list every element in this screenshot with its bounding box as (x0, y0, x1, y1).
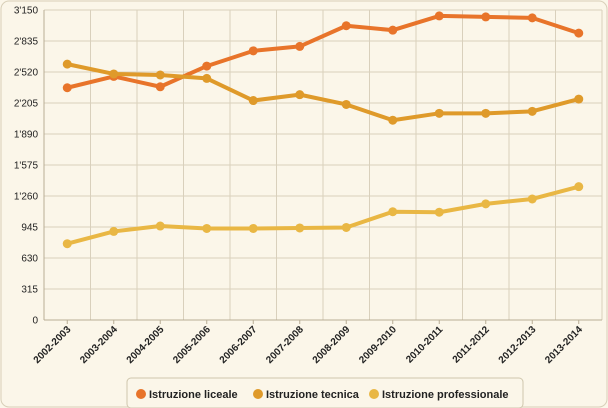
data-point[interactable] (527, 13, 537, 23)
y-tick-label: 1'890 (14, 130, 39, 141)
y-tick-label: 3'150 (14, 6, 39, 17)
data-point[interactable] (574, 182, 584, 192)
series-line (65, 184, 581, 246)
data-point[interactable] (341, 222, 351, 232)
legend-label: Istruzione professionale (382, 389, 509, 401)
series-line (65, 13, 581, 90)
data-point[interactable] (295, 90, 305, 100)
legend-marker (136, 389, 146, 399)
data-point[interactable] (155, 82, 165, 92)
data-point[interactable] (155, 70, 165, 80)
data-point[interactable] (388, 115, 398, 125)
y-tick-label: 0 (32, 316, 38, 327)
series-2 (62, 59, 584, 125)
data-point[interactable] (434, 11, 444, 21)
legend: Istruzione liceale Istruzione tecnica Istr… (126, 377, 524, 408)
legend-box (126, 377, 524, 408)
data-point[interactable] (202, 223, 212, 233)
legend-item[interactable]: Istruzione liceale (136, 389, 238, 401)
data-point[interactable] (248, 223, 258, 233)
y-axis: 0 315 630 945 1'260 1'575 1'890 2'205 2'520 2'835… (14, 6, 45, 327)
y-tick-label: 315 (21, 285, 38, 296)
legend-marker (253, 389, 263, 399)
data-point[interactable] (62, 239, 72, 249)
data-point[interactable] (481, 108, 491, 118)
y-tick-label: 1'575 (14, 161, 39, 172)
data-point[interactable] (62, 83, 72, 93)
data-point[interactable] (109, 226, 119, 236)
data-point[interactable] (574, 94, 584, 104)
y-tick-label: 945 (21, 223, 38, 234)
y-tick-label: 2'520 (14, 68, 39, 79)
data-point[interactable] (574, 28, 584, 38)
data-point[interactable] (62, 59, 72, 69)
data-point[interactable] (388, 25, 398, 35)
data-point[interactable] (527, 194, 537, 204)
data-point[interactable] (202, 61, 212, 71)
data-point[interactable] (388, 207, 398, 217)
data-point[interactable] (434, 108, 444, 118)
legend-marker (369, 389, 379, 399)
data-point[interactable] (155, 221, 165, 231)
data-point[interactable] (248, 96, 258, 106)
legend-item[interactable]: Istruzione professionale (369, 389, 509, 401)
y-tick-label: 2'835 (14, 37, 39, 48)
data-point[interactable] (481, 12, 491, 22)
data-point[interactable] (295, 41, 305, 51)
y-tick-label: 2'205 (14, 99, 39, 110)
data-point[interactable] (248, 46, 258, 56)
data-point[interactable] (202, 73, 212, 83)
legend-item[interactable]: Istruzione tecnica (253, 389, 360, 401)
series-group (62, 11, 584, 249)
series-3 (62, 182, 584, 249)
series-1 (62, 11, 584, 93)
data-point[interactable] (295, 223, 305, 233)
data-point[interactable] (341, 21, 351, 31)
data-point[interactable] (341, 99, 351, 109)
y-tick-label: 1'260 (14, 192, 39, 203)
data-point[interactable] (527, 106, 537, 116)
legend-label: Istruzione liceale (149, 389, 238, 401)
data-point[interactable] (434, 207, 444, 217)
y-tick-label: 630 (21, 254, 38, 265)
data-point[interactable] (109, 69, 119, 79)
legend-label: Istruzione tecnica (266, 389, 360, 401)
series-line (65, 62, 581, 123)
data-point[interactable] (481, 199, 491, 209)
